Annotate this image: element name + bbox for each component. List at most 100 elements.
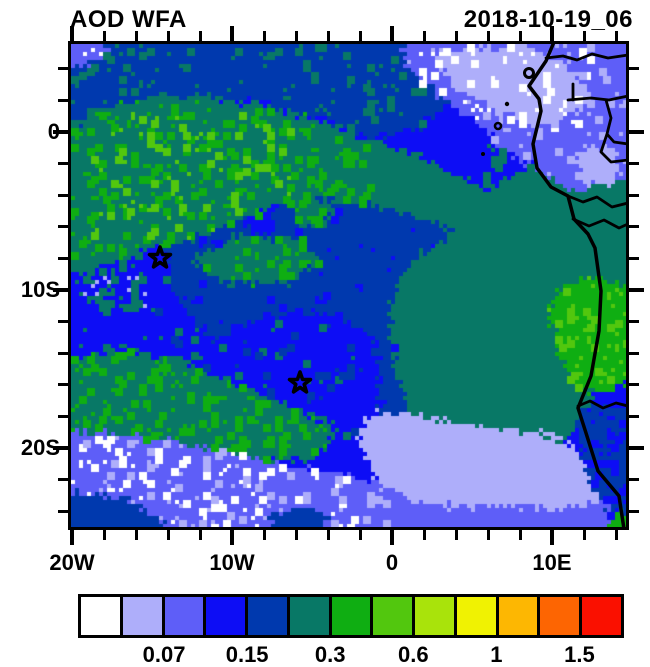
x-tick-label: 10W: [209, 550, 255, 575]
colorbar-cell: [164, 597, 207, 635]
y-tick-label: 0: [47, 119, 60, 144]
tick-mark: [230, 530, 234, 545]
plot-title: AOD WFA: [70, 6, 187, 33]
tick-mark: [629, 478, 639, 482]
tick-mark: [53, 288, 68, 292]
tick-mark: [58, 98, 68, 102]
colorbar-cell: [540, 597, 583, 635]
colorbar-cell: [582, 597, 621, 635]
colorbar-label: 0.07: [142, 642, 186, 667]
country-borders: [544, 52, 626, 410]
tick-mark: [53, 130, 68, 134]
tick-mark: [326, 530, 330, 540]
tick-mark: [629, 225, 639, 229]
colorbar-cell: [415, 597, 457, 635]
tick-mark: [629, 130, 644, 134]
tick-mark: [58, 320, 68, 324]
tick-mark: [70, 26, 74, 41]
colorbar: [78, 594, 624, 638]
aod-field-canvas: [71, 44, 626, 527]
colorbar-cell: [456, 597, 499, 635]
colorbar-label: 0.6: [398, 642, 429, 667]
colorbar-label: 1.5: [564, 642, 595, 667]
tick-mark: [262, 31, 266, 41]
tick-mark: [518, 31, 522, 41]
coastline: [527, 44, 626, 527]
tick-mark: [629, 509, 639, 513]
tick-mark: [486, 530, 490, 540]
tick-mark: [629, 256, 639, 260]
tick-mark: [390, 530, 394, 545]
tick-mark: [58, 414, 68, 418]
tick-mark: [614, 31, 618, 41]
tick-mark: [198, 31, 202, 41]
colorbar-cell: [248, 597, 290, 635]
tick-mark: [550, 26, 554, 41]
y-tick-label: 20S: [20, 435, 60, 460]
tick-mark: [550, 530, 554, 545]
tick-mark: [58, 351, 68, 355]
tick-mark: [166, 530, 170, 540]
tick-mark: [198, 530, 202, 540]
tick-mark: [134, 530, 138, 540]
map-plot-area: [68, 41, 629, 530]
tick-mark: [70, 530, 74, 545]
tick-mark: [58, 225, 68, 229]
tick-mark: [358, 31, 362, 41]
tick-mark: [134, 31, 138, 41]
tick-mark: [422, 31, 426, 41]
tick-mark: [58, 383, 68, 387]
tick-mark: [629, 193, 639, 197]
tick-mark: [58, 67, 68, 71]
x-tick-label: 10E: [532, 550, 572, 575]
tick-mark: [629, 414, 639, 418]
tick-mark: [166, 31, 170, 41]
tick-mark: [582, 530, 586, 540]
x-tick-label: 0: [385, 550, 399, 575]
map-overlay: [147, 44, 626, 527]
tick-mark: [629, 67, 639, 71]
tick-mark: [518, 530, 522, 540]
tick-mark: [230, 26, 234, 41]
y-tick-label: 10S: [20, 277, 60, 302]
tick-mark: [629, 383, 639, 387]
tick-mark: [102, 31, 106, 41]
tick-mark: [629, 98, 639, 102]
principe-island: [504, 101, 510, 107]
tick-mark: [629, 320, 639, 324]
colorbar-cell: [289, 597, 332, 635]
colorbar-cell: [81, 597, 123, 635]
tick-mark: [454, 31, 458, 41]
colorbar-label: 0.3: [314, 642, 346, 667]
tick-mark: [422, 530, 426, 540]
tick-mark: [294, 31, 298, 41]
tick-mark: [326, 31, 330, 41]
colorbar-cell: [122, 597, 165, 635]
x-tick-label: 20W: [49, 550, 95, 575]
tick-mark: [486, 31, 490, 41]
tick-mark: [294, 530, 298, 540]
tick-mark: [58, 256, 68, 260]
tick-mark: [58, 193, 68, 197]
colorbar-cell: [206, 597, 249, 635]
tick-mark: [454, 530, 458, 540]
colorbar-label: 1: [490, 642, 503, 667]
tick-mark: [58, 509, 68, 513]
sao-tome-island: [493, 121, 503, 131]
tick-mark: [390, 26, 394, 41]
tick-mark: [262, 530, 266, 540]
tick-mark: [58, 162, 68, 166]
colorbar-label: 0.15: [225, 642, 269, 667]
tick-mark: [629, 288, 644, 292]
colorbar-cell: [331, 597, 374, 635]
tick-mark: [582, 31, 586, 41]
tick-mark: [358, 530, 362, 540]
tick-mark: [629, 162, 639, 166]
star-marker-1: [147, 245, 173, 269]
colorbar-cell: [373, 597, 416, 635]
colorbar-cell: [498, 597, 541, 635]
tick-mark: [629, 351, 639, 355]
tick-mark: [58, 478, 68, 482]
tick-mark: [102, 530, 106, 540]
